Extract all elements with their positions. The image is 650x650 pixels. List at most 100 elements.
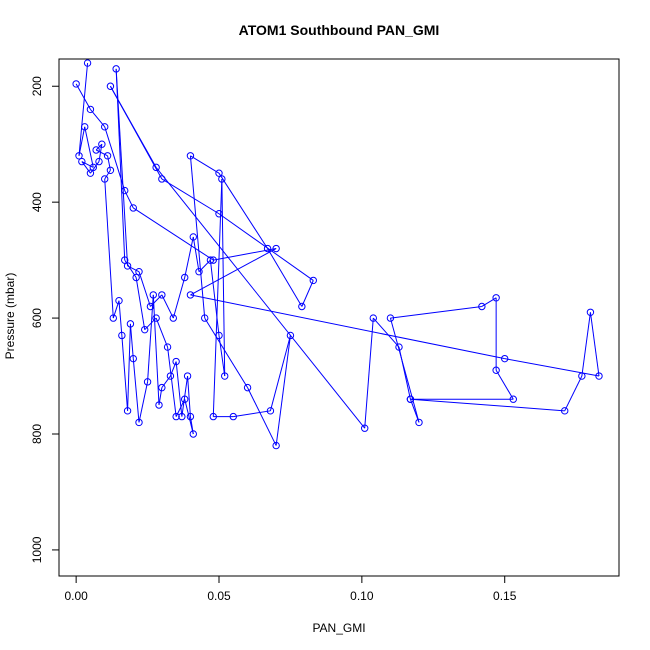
data-point [86, 169, 95, 177]
data-point [209, 412, 217, 421]
data-point [169, 314, 177, 322]
series-line-segment [389, 317, 420, 423]
series-line-segment [90, 161, 100, 174]
series-line-segment [189, 155, 206, 319]
data-point [152, 314, 160, 322]
data-point [172, 357, 180, 366]
series-line-segment [150, 294, 163, 307]
series-line-segment [589, 312, 600, 377]
series-line-segment [90, 109, 106, 128]
series-line-segment [121, 335, 129, 411]
series-line-segment [175, 361, 183, 417]
data-point [266, 407, 275, 415]
data-point [109, 314, 117, 322]
series-line-segment [190, 294, 505, 360]
data-point [595, 372, 603, 380]
series-line-segment [138, 271, 151, 307]
series-line-segment [144, 317, 157, 331]
series-line-segment [172, 277, 186, 319]
x-axis-label: PAN_GMI [312, 621, 365, 635]
data-point [121, 256, 129, 264]
data-point [101, 123, 109, 131]
x-tick-label: 0.05 [207, 589, 231, 603]
y-axis: 200 400 600 800 1000 [30, 76, 59, 563]
series-line-segment [233, 410, 271, 418]
series-line-segment [115, 68, 129, 266]
data-point [112, 65, 120, 73]
data-point [195, 268, 203, 276]
series-line-segment [504, 358, 600, 377]
series-line-segment [481, 297, 497, 307]
series-line-segment [213, 248, 277, 261]
series-line-segment [161, 178, 220, 215]
y-tick-label: 200 [30, 76, 44, 96]
data-point [501, 354, 509, 363]
y-tick-label: 800 [30, 424, 44, 444]
data-point [406, 395, 415, 403]
data-point [215, 169, 223, 177]
series-line-segment [209, 260, 220, 336]
series-line-segment [275, 335, 291, 446]
series-line-segment [564, 375, 583, 412]
data-point [215, 210, 223, 218]
series-line-segment [169, 361, 177, 377]
series-line-segment [107, 155, 111, 171]
data-point [309, 276, 317, 285]
data-point [178, 412, 186, 421]
data-point [201, 314, 209, 322]
data-series [72, 59, 603, 450]
data-point [509, 395, 517, 403]
data-point [72, 80, 80, 88]
data-point [492, 294, 500, 302]
data-point [143, 378, 152, 386]
series-line-segment [78, 126, 86, 156]
series-line-segment [192, 236, 200, 272]
series-line-segment [155, 167, 366, 429]
data-point [166, 372, 175, 380]
data-point [298, 302, 306, 311]
data-point [132, 273, 140, 282]
series-line-segment [212, 178, 223, 417]
series-line-segment [495, 369, 514, 400]
series-line-segment [190, 248, 277, 296]
series-line-segment [81, 161, 94, 168]
series-line-segment [269, 335, 291, 411]
series-line-segment [184, 236, 194, 278]
data-point [272, 441, 280, 450]
series-line-segment [133, 207, 214, 261]
data-point [158, 175, 166, 183]
data-point [121, 186, 129, 195]
data-point [146, 302, 155, 311]
data-point [492, 366, 500, 374]
data-point [123, 407, 132, 415]
series-line-segment [132, 358, 140, 423]
series-line-segment [190, 155, 220, 174]
data-point [106, 166, 115, 174]
series-line-segment [129, 323, 134, 359]
series-line-segment [127, 323, 131, 411]
data-point [141, 325, 149, 334]
data-point [209, 256, 217, 264]
data-point [189, 430, 197, 438]
series-line-segment [109, 85, 157, 168]
y-axis-label: Pressure (mbar) [3, 273, 17, 360]
x-axis: 0.00 0.05 0.10 0.15 [64, 576, 517, 603]
series-line-segment [104, 170, 111, 180]
data-point [155, 401, 163, 409]
series-line-segment [184, 399, 194, 435]
data-point [181, 273, 189, 282]
series-line-segment [581, 312, 591, 377]
data-point [578, 372, 586, 380]
series-line-segment [78, 63, 89, 156]
data-point [183, 372, 192, 380]
series-line-segment [161, 375, 171, 388]
data-point [149, 291, 157, 299]
data-point [92, 146, 100, 154]
data-point [206, 256, 215, 264]
data-point [263, 244, 272, 253]
data-point [186, 412, 195, 421]
data-point [172, 412, 180, 421]
series-line-segment [118, 300, 123, 336]
y-tick-label: 600 [30, 308, 44, 328]
data-point [75, 152, 83, 160]
